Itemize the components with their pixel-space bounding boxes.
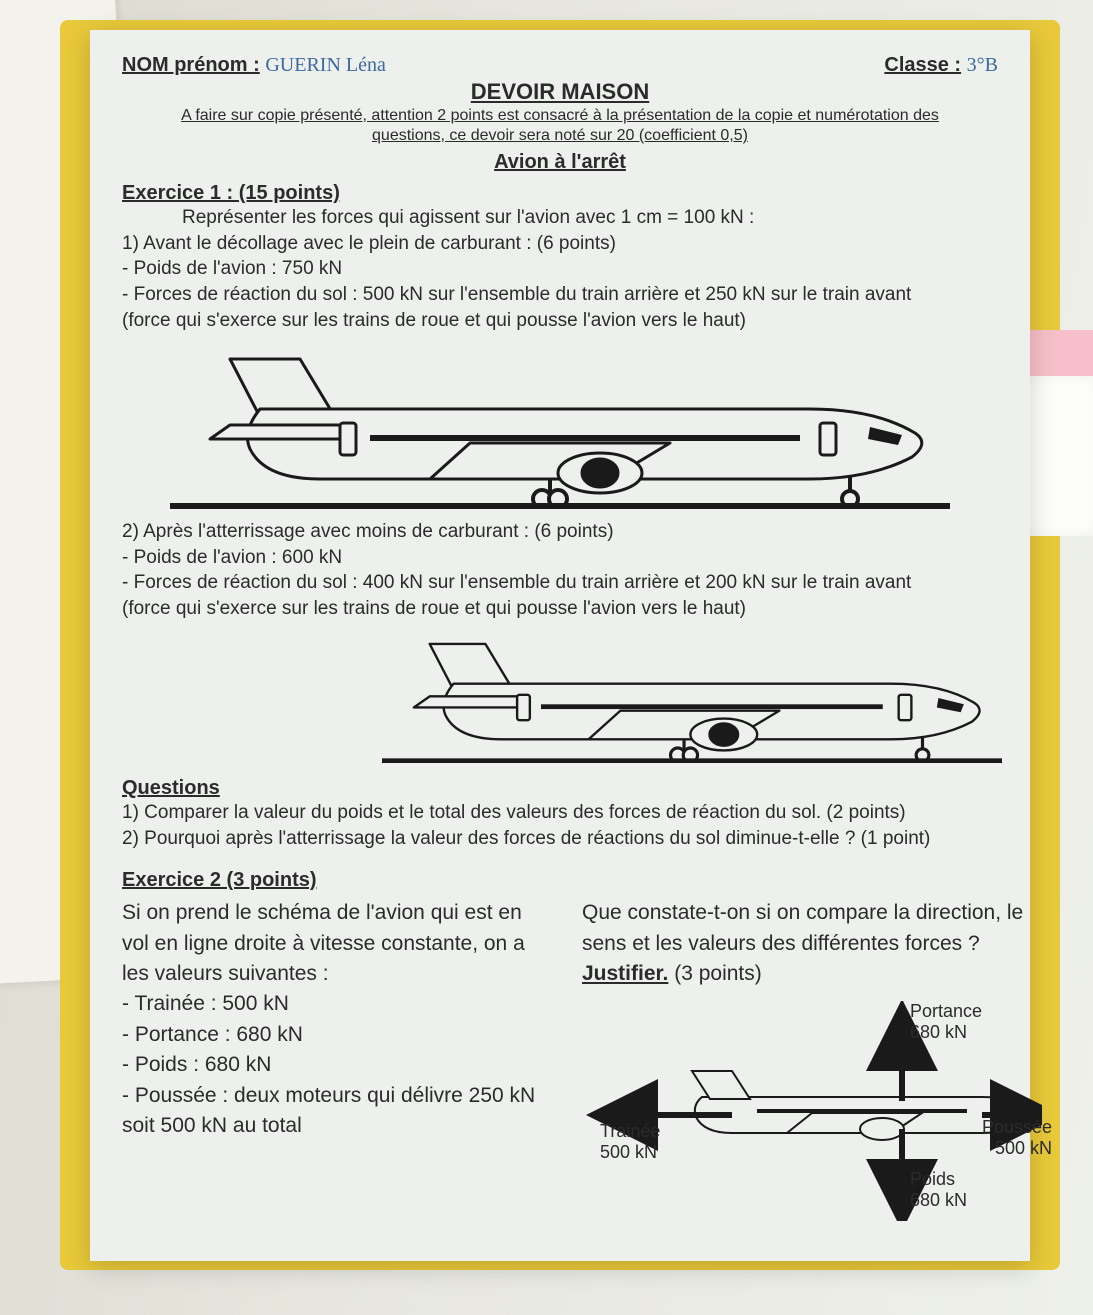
- ex2-justify: Justifier.: [582, 962, 668, 985]
- ex1-p2-heading: 2) Après l'atterrissage avec moins de ca…: [122, 519, 998, 545]
- ex2-left-col: Si on prend le schéma de l'avion qui est…: [122, 898, 552, 1142]
- scene: NOM prénom : GUERIN Léna Classe : 3°B DE…: [0, 0, 1093, 1315]
- ex2-title: Exercice 2 (3 points): [122, 869, 998, 892]
- classe-label: Classe :: [884, 54, 961, 76]
- label-portance: Portance 680 kN: [910, 1001, 982, 1042]
- instructions-line1: A faire sur copie présenté, attention 2 …: [150, 107, 970, 125]
- classe-value: 3°B: [967, 54, 998, 76]
- airplane-figure-2: [382, 628, 1002, 763]
- airplane-icon: [170, 339, 950, 509]
- ex2-points: (3 points): [674, 962, 762, 985]
- nom-field: NOM prénom : GUERIN Léna: [122, 54, 386, 77]
- ex1-q1: 1) Comparer la valeur du poids et le tot…: [122, 800, 998, 826]
- ex2-intro: Si on prend le schéma de l'avion qui est…: [122, 898, 552, 989]
- ex1-intro: Représenter les forces qui agissent sur …: [182, 205, 998, 231]
- ex1-p2-poids: - Poids de l'avion : 600 kN: [122, 545, 998, 571]
- main-title: DEVOIR MAISON: [122, 79, 998, 105]
- label-poussee: Poussée 500 kN: [982, 1117, 1052, 1158]
- ex2-bullet-poids: - Poids : 680 kN: [122, 1050, 552, 1080]
- section-title: Avion à l'arrêt: [122, 151, 998, 174]
- ex1-p1-poids: - Poids de l'avion : 750 kN: [122, 256, 998, 282]
- ex1-p2-paren: (force qui s'exerce sur les trains de ro…: [122, 596, 998, 622]
- nom-label: NOM prénom :: [122, 54, 260, 76]
- airplane-icon: [382, 628, 1002, 763]
- ex2-right-col: Que constate-t-on si on compare la direc…: [582, 898, 1042, 1221]
- ex1-p1-heading: 1) Avant le décollage avec le plein de c…: [122, 231, 998, 257]
- ex1-title: Exercice 1 : (15 points): [122, 182, 998, 205]
- ex2-bullet-portance: - Portance : 680 kN: [122, 1020, 552, 1050]
- ex2-bullet-poussee: - Poussée : deux moteurs qui délivre 250…: [122, 1081, 552, 1142]
- force-diagram: Portance 680 kN Poids 680 kN Trainée 500…: [582, 1001, 1042, 1221]
- ex1-p2-reaction: - Forces de réaction du sol : 400 kN sur…: [122, 570, 998, 596]
- ex1-p1-paren: (force qui s'exerce sur les trains de ro…: [122, 308, 998, 334]
- ex2-bullet-trainee: - Trainée : 500 kN: [122, 989, 552, 1019]
- nom-value: GUERIN Léna: [265, 54, 386, 76]
- ex1-q2: 2) Pourquoi après l'atterrissage la vale…: [122, 826, 998, 852]
- label-trainee: Trainée 500 kN: [600, 1121, 660, 1162]
- worksheet-page: NOM prénom : GUERIN Léna Classe : 3°B DE…: [90, 30, 1030, 1261]
- questions-title: Questions: [122, 777, 998, 800]
- airplane-figure-1: [170, 339, 950, 509]
- instructions-line2: questions, ce devoir sera noté sur 20 (c…: [150, 127, 970, 145]
- classe-field: Classe : 3°B: [884, 54, 998, 77]
- label-poids: Poids 680 kN: [910, 1169, 967, 1210]
- ex1-p1-reaction: - Forces de réaction du sol : 500 kN sur…: [122, 282, 998, 308]
- ex2-question: Que constate-t-on si on compare la direc…: [582, 901, 1023, 954]
